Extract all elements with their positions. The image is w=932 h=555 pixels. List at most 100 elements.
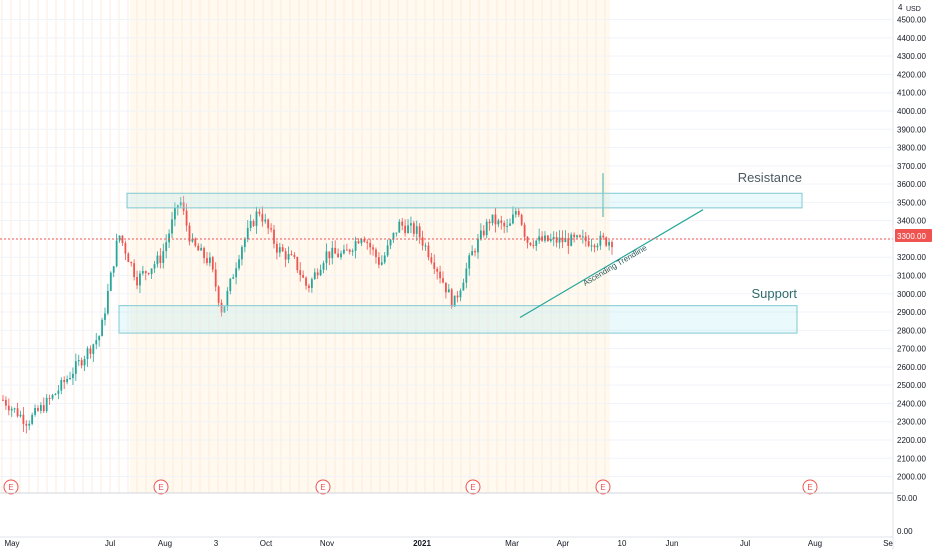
candle-body[interactable] — [74, 361, 77, 374]
candle-body[interactable] — [72, 373, 74, 378]
candle-body[interactable] — [42, 405, 45, 412]
candle-body[interactable] — [506, 225, 509, 227]
candle-body[interactable] — [136, 277, 138, 286]
candle-body[interactable] — [447, 289, 450, 293]
candle-body[interactable] — [372, 247, 374, 250]
candle-body[interactable] — [258, 211, 261, 214]
candle-body[interactable] — [191, 238, 194, 242]
candle-body[interactable] — [412, 223, 415, 234]
candle-body[interactable] — [404, 225, 407, 234]
candle-body[interactable] — [109, 272, 112, 291]
candle-body[interactable] — [197, 245, 200, 251]
candle-body[interactable] — [77, 360, 80, 362]
candle-body[interactable] — [127, 253, 130, 263]
candle-body[interactable] — [176, 205, 179, 208]
candle-body[interactable] — [101, 319, 103, 337]
candle-body[interactable] — [226, 291, 229, 307]
candle-body[interactable] — [337, 253, 339, 258]
candle-body[interactable] — [453, 295, 456, 307]
candle-body[interactable] — [389, 239, 392, 246]
candle-body[interactable] — [296, 256, 299, 271]
candle-body[interactable] — [281, 247, 284, 252]
candle-body[interactable] — [308, 285, 310, 288]
candle-body[interactable] — [31, 414, 34, 424]
earnings-marker[interactable]: E — [802, 479, 818, 495]
candle-body[interactable] — [293, 254, 296, 257]
candle-body[interactable] — [139, 273, 141, 286]
candle-body[interactable] — [587, 241, 590, 246]
candle-body[interactable] — [86, 348, 89, 360]
candle-body[interactable] — [316, 272, 319, 276]
earnings-marker[interactable]: E — [3, 479, 19, 495]
candle-body[interactable] — [471, 251, 474, 256]
resistance-zone[interactable] — [126, 192, 803, 209]
candle-body[interactable] — [118, 235, 121, 241]
candle-body[interactable] — [532, 244, 535, 246]
candle-body[interactable] — [427, 245, 430, 258]
candle-body[interactable] — [179, 202, 182, 206]
candle-body[interactable] — [445, 282, 447, 293]
candle-body[interactable] — [567, 238, 570, 246]
candle-body[interactable] — [83, 359, 86, 366]
candle-body[interactable] — [494, 214, 497, 225]
candle-body[interactable] — [37, 408, 39, 411]
candle-body[interactable] — [491, 214, 494, 224]
candle-body[interactable] — [500, 220, 503, 223]
candle-body[interactable] — [203, 247, 205, 259]
candle-body[interactable] — [430, 257, 433, 263]
candle-body[interactable] — [570, 234, 573, 246]
candle-body[interactable] — [144, 271, 147, 274]
candle-body[interactable] — [243, 239, 246, 248]
ascending-trendline[interactable] — [519, 209, 704, 319]
candle-body[interactable] — [517, 211, 520, 215]
candle-body[interactable] — [561, 237, 564, 243]
candle-body[interactable] — [544, 235, 546, 241]
candle-body[interactable] — [211, 257, 214, 270]
candle-body[interactable] — [377, 257, 380, 265]
earnings-marker[interactable]: E — [465, 479, 481, 495]
candle-body[interactable] — [264, 219, 267, 222]
candle-body[interactable] — [468, 255, 471, 269]
candle-body[interactable] — [564, 238, 567, 243]
candle-body[interactable] — [477, 238, 479, 253]
candle-body[interactable] — [287, 254, 290, 260]
candle-body[interactable] — [39, 405, 42, 411]
candle-body[interactable] — [351, 250, 354, 252]
candle-body[interactable] — [354, 241, 357, 251]
candle-body[interactable] — [112, 266, 115, 273]
candle-body[interactable] — [45, 397, 48, 412]
earnings-marker[interactable]: E — [153, 479, 169, 495]
earnings-marker[interactable]: E — [315, 479, 331, 495]
candle-body[interactable] — [555, 237, 558, 243]
candle-body[interactable] — [241, 247, 243, 260]
candle-body[interactable] — [456, 295, 459, 298]
candle-body[interactable] — [185, 210, 188, 226]
candle-body[interactable] — [436, 268, 439, 272]
candle-body[interactable] — [153, 264, 156, 269]
candle-body[interactable] — [267, 219, 270, 229]
candle-body[interactable] — [69, 377, 71, 379]
candle-body[interactable] — [284, 251, 287, 260]
candle-body[interactable] — [485, 221, 488, 236]
candle-body[interactable] — [214, 269, 217, 287]
candle-body[interactable] — [334, 247, 337, 254]
candle-body[interactable] — [599, 235, 602, 246]
candle-body[interactable] — [526, 236, 529, 243]
candle-body[interactable] — [605, 237, 608, 246]
candle-body[interactable] — [270, 228, 272, 230]
candle-body[interactable] — [95, 340, 98, 345]
candle-body[interactable] — [401, 221, 404, 226]
candle-body[interactable] — [462, 282, 465, 291]
candle-body[interactable] — [576, 235, 578, 238]
candle-body[interactable] — [386, 245, 389, 256]
support-zone[interactable] — [118, 305, 798, 334]
candle-body[interactable] — [509, 223, 511, 226]
time-axis[interactable]: May Jul Aug 3 Oct Nov 2021 Mar Apr 10 Jun Jul Aug Se — [4, 539, 893, 548]
candle-body[interactable] — [328, 251, 331, 259]
candle-body[interactable] — [593, 245, 596, 248]
candle-body[interactable] — [28, 423, 31, 426]
candle-body[interactable] — [380, 262, 383, 265]
candle-body[interactable] — [357, 241, 360, 244]
candle-body[interactable] — [305, 277, 307, 286]
candle-body[interactable] — [375, 249, 377, 258]
